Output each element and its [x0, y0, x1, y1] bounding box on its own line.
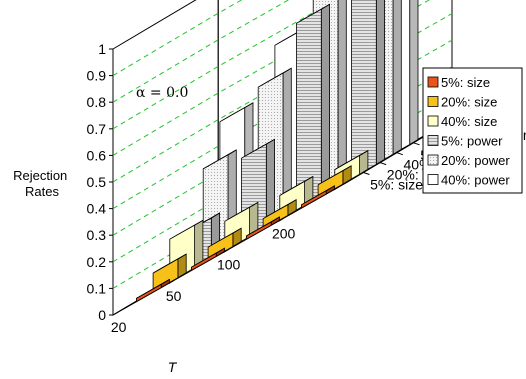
y-tick-label: 0.6 [87, 147, 107, 163]
legend-swatch [427, 174, 439, 185]
x-tick-label: 50 [166, 288, 182, 304]
y-tick-label: 0.1 [87, 280, 107, 296]
legend-swatch [427, 76, 439, 88]
bar [152, 253, 187, 293]
x-tick-label: 200 [272, 225, 296, 241]
bar-side [320, 3, 331, 197]
y-tick-label: 0.5 [87, 174, 107, 190]
gridline [112, 0, 337, 130]
bar-side [409, 0, 419, 146]
legend-label: 20%: size [441, 95, 497, 110]
legend-swatch [427, 115, 439, 127]
depth-tick-label: 5%: size [370, 176, 423, 192]
depth-tick-mark [413, 142, 420, 146]
legend-swatch [427, 96, 439, 107]
y-axis-label: Rejection Rates [13, 168, 71, 199]
depth-tick-mark [379, 162, 387, 166]
y-tick-label: 0.8 [87, 94, 107, 110]
bar [296, 3, 331, 211]
bar-side [392, 0, 402, 156]
x-tick-mark [168, 280, 174, 285]
bar [245, 216, 280, 240]
legend: 5%: size 20%: size 40%: size 5%: power 20%: … [422, 67, 523, 194]
bar-front [135, 283, 162, 303]
y-tick-label: 1 [98, 41, 106, 57]
x-axis-ticks: 20 50 100 200 [111, 186, 339, 335]
x-tick-mark [333, 186, 339, 191]
x-axis-label: T [168, 359, 178, 375]
depth-tick-mark [363, 172, 370, 175]
bar-side [337, 0, 347, 187]
bar-side [375, 0, 386, 166]
bar-front [300, 190, 327, 209]
bar [135, 278, 170, 303]
y-tick-label: 0.9 [87, 68, 107, 84]
legend-label: 40%: size [441, 114, 497, 129]
bar-front [351, 0, 377, 179]
legend-label: 5%: power [441, 134, 503, 149]
legend-label: 40%: power [441, 173, 510, 188]
x-tick-mark [223, 249, 229, 253]
y-tick-label: 0.7 [87, 121, 107, 137]
legend-swatch [427, 135, 439, 146]
x-tick-mark [113, 311, 119, 316]
depth-tick-mark [396, 152, 404, 156]
y-tick-label: 0.4 [87, 201, 107, 217]
x-tick-label: 100 [217, 257, 241, 273]
y-tick-label: 0.3 [87, 227, 107, 243]
legend-label: 5%: size [441, 75, 490, 90]
alpha-annotation: α = 0.0 [136, 85, 188, 101]
gridline [112, 0, 243, 77]
x-tick-mark [278, 217, 284, 222]
y-tick-label: 0.2 [87, 254, 107, 270]
y-tick-label: 0 [98, 307, 106, 323]
legend-label: 20%: power [441, 153, 510, 168]
bar-side [194, 219, 204, 269]
bar [190, 247, 225, 272]
bars-group [135, 0, 419, 303]
bar-front [190, 252, 217, 272]
legend-box [422, 67, 523, 194]
bar-front [245, 221, 272, 240]
bar [351, 0, 386, 179]
x-tick-label: 20 [111, 319, 127, 335]
bar [300, 185, 335, 209]
gridline [112, 0, 290, 103]
legend-swatch [427, 154, 439, 166]
y-axis-ticks: 0 0.1 0.2 0.3 0.4 0.5 0.6 0.7 0.8 0.9 1 [87, 41, 113, 323]
